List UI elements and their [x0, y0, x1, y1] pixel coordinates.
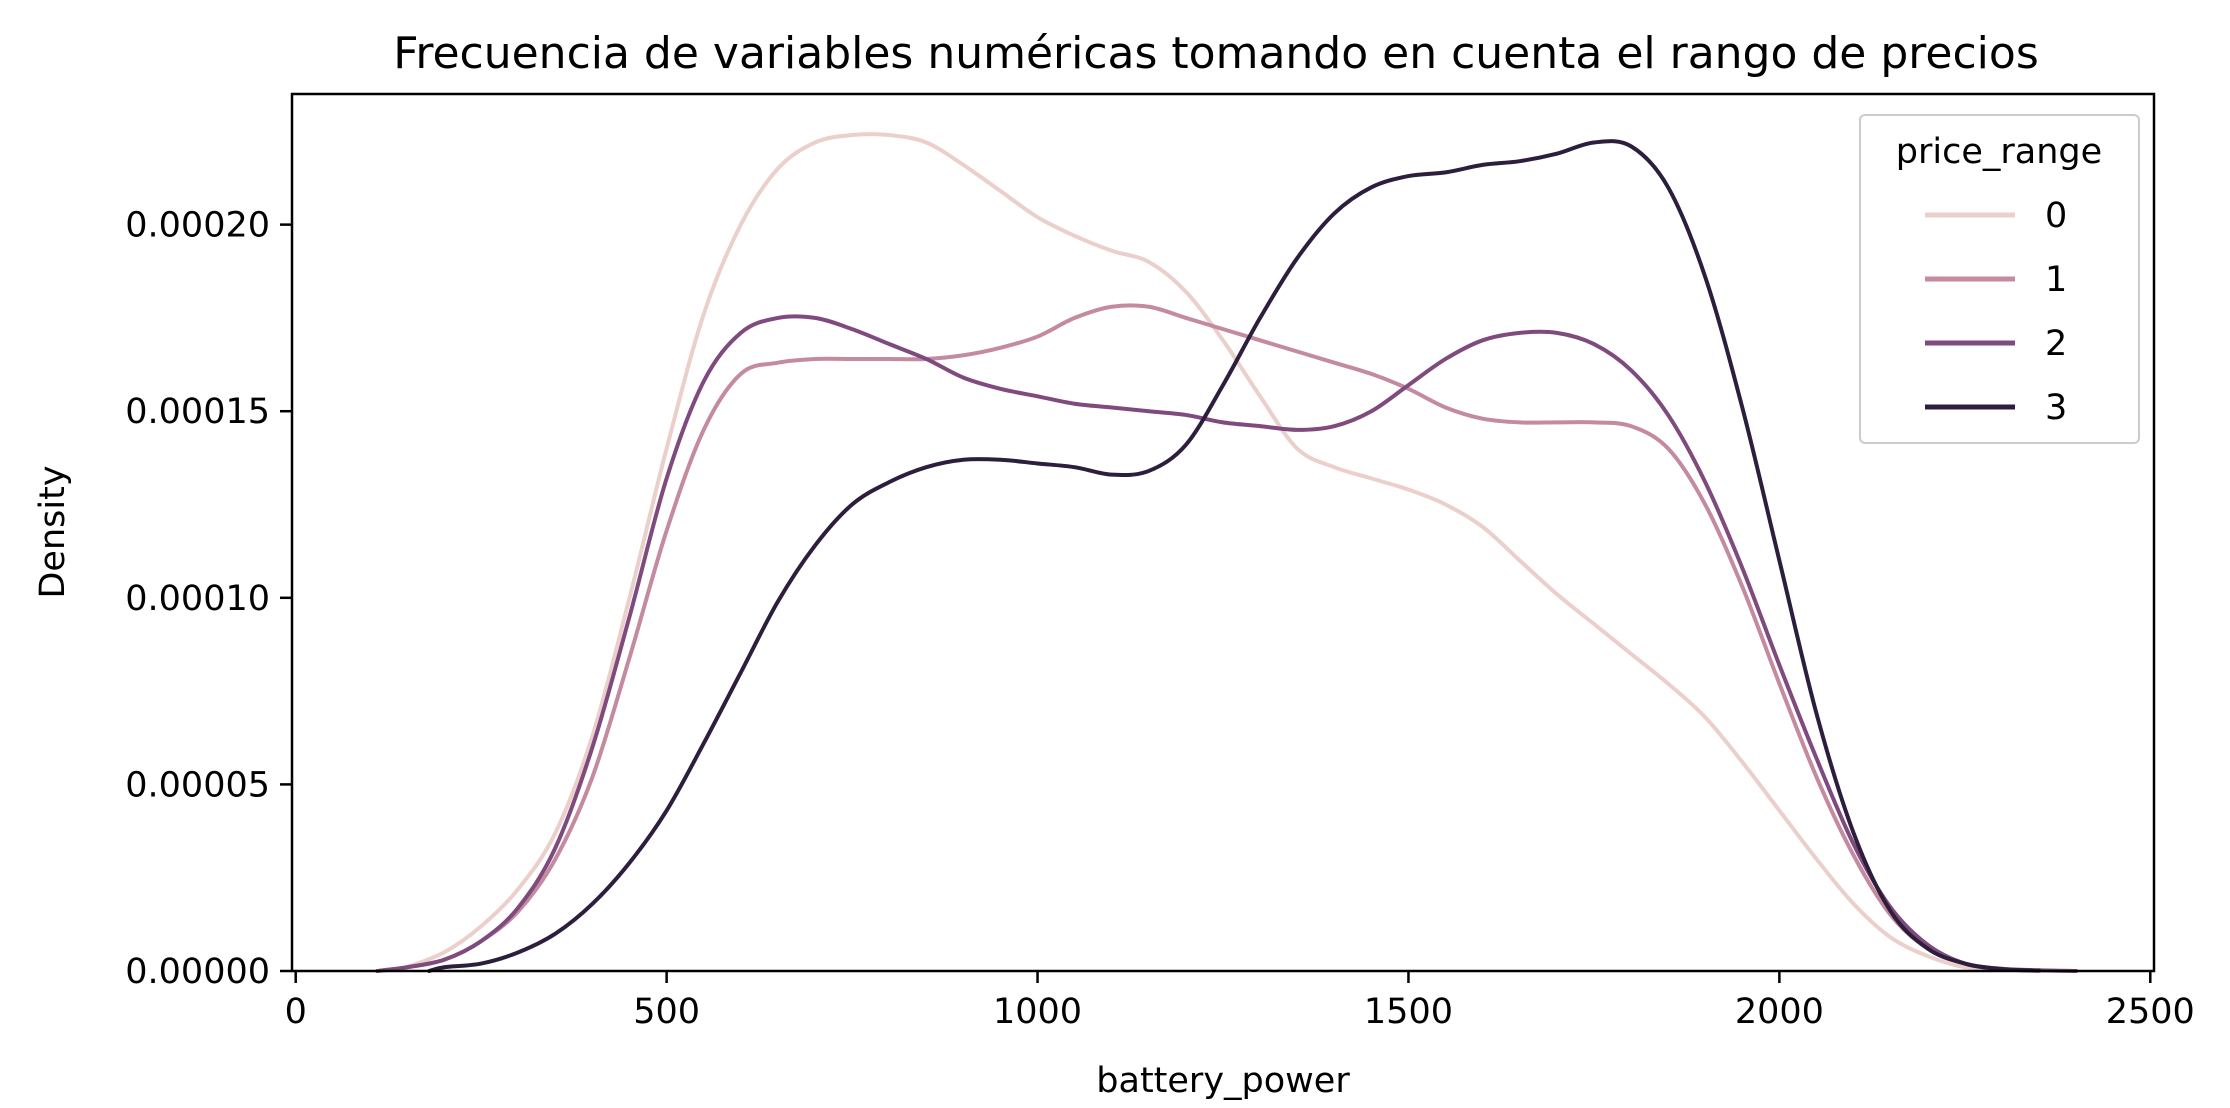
x-tick-label: 500	[633, 992, 700, 1032]
legend-items: 0 1 2 3	[1925, 196, 2067, 428]
y-axis-label: Density	[33, 465, 73, 598]
y-axis: 0.00000 0.00005 0.00010 0.00015 0.00020	[125, 206, 292, 992]
y-tick-label: 0.00010	[125, 579, 270, 619]
x-tick-label: 1500	[1364, 992, 1453, 1032]
y-tick-label: 0.00020	[125, 206, 270, 246]
legend-label-0: 0	[2045, 196, 2067, 236]
legend-label-1: 1	[2045, 260, 2067, 300]
legend: price_range 0 1 2 3	[1859, 114, 2140, 444]
chart-title: Frecuencia de variables numéricas tomand…	[393, 28, 2039, 79]
x-tick-label: 2500	[2106, 992, 2195, 1032]
x-axis: 0 500 1000 1500 2000 2500	[285, 971, 2195, 1032]
x-axis-label: battery_power	[1096, 1061, 1350, 1101]
plot-frame	[290, 92, 2156, 973]
plot-area	[290, 92, 2156, 973]
series-line-3	[427, 139, 2042, 973]
legend-label-3: 3	[2045, 388, 2067, 428]
y-tick-label: 0.00005	[125, 765, 270, 805]
series-line-2	[375, 314, 2079, 973]
x-tick-label: 2000	[1735, 992, 1824, 1032]
series-line-0	[404, 132, 2004, 972]
y-tick-label: 0.00000	[125, 952, 270, 992]
series-line-1	[375, 303, 2042, 973]
x-tick-label: 0	[285, 992, 307, 1032]
series-layer	[375, 132, 2079, 973]
x-tick-label: 1000	[993, 992, 1082, 1032]
legend-label-2: 2	[2045, 324, 2067, 364]
legend-title: price_range	[1896, 132, 2102, 172]
y-tick-label: 0.00015	[125, 392, 270, 432]
